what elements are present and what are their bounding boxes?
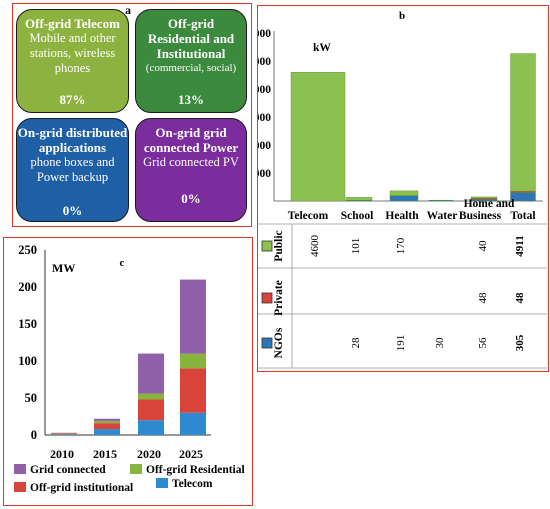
x-tick-label: 2010 — [50, 447, 74, 461]
bar-off-grid-institutional — [51, 433, 77, 435]
tile-off-grid-telecom: Off-grid Telecom Mobile and other statio… — [16, 9, 129, 113]
y-tick-label: 100 — [18, 354, 37, 368]
tile-percent: 0% — [181, 191, 201, 206]
bar-ngos — [428, 199, 454, 202]
tile-title: On-grid distributed applications — [17, 125, 128, 155]
tile-desc: phone boxes and Power backup — [30, 155, 115, 184]
legend-label: Off-grid Residential — [146, 464, 245, 476]
panel-label-c: c — [120, 257, 125, 269]
bar-private — [510, 190, 536, 193]
table-cell: 56 — [477, 337, 489, 349]
table-cell: 4600 — [309, 235, 321, 258]
y-tick-label: 250 — [18, 243, 37, 257]
y-tick-label: 6000 — [258, 28, 271, 40]
panel-label-b: b — [399, 10, 405, 22]
panel-label-a: a — [125, 3, 131, 17]
legend-swatch — [14, 482, 26, 492]
table-cell: 48 — [514, 292, 526, 304]
bar-off-grid-residential — [180, 353, 206, 369]
legend-label: Grid connected — [30, 464, 106, 476]
row-label: Public — [273, 230, 285, 261]
bar-public — [510, 53, 536, 192]
bar-off-grid-institutional — [138, 399, 164, 421]
bar-public — [345, 197, 373, 201]
bar-public — [389, 190, 419, 196]
bar-off-grid-residential — [94, 420, 120, 424]
legend-swatch-ngos — [261, 337, 273, 349]
category-label: Water — [427, 210, 458, 222]
x-tick-label: 2015 — [93, 447, 117, 461]
tile-title: Off-grid Telecom — [25, 16, 120, 31]
tile-desc: Mobile and other stations, wireless phon… — [29, 31, 116, 75]
bar-public — [290, 71, 346, 202]
table-cell: 170 — [395, 237, 407, 254]
table-cell: 101 — [350, 238, 362, 255]
category-label: School — [341, 210, 374, 222]
panel-b: b 1000 2000 3000 4000 5000 6000 kW Telecom School… — [257, 5, 549, 372]
category-label: Home and — [464, 198, 515, 210]
bar-grid-connected — [94, 418, 120, 421]
y-tick-label: 150 — [18, 317, 37, 331]
y-tick-label: 1000 — [258, 168, 271, 180]
tile-percent: 0% — [62, 203, 83, 218]
table-cell: 28 — [350, 337, 362, 349]
legend-swatch-private — [261, 292, 273, 304]
bar-telecom — [51, 434, 77, 435]
bar-telecom — [138, 420, 164, 435]
legend-label: Off-grid institutional — [30, 482, 133, 494]
legend-swatch — [14, 464, 26, 474]
bar-off-grid-institutional — [94, 423, 120, 430]
table-cell: 40 — [477, 240, 489, 252]
y-tick-label: 5000 — [258, 56, 271, 68]
category-label: Health — [385, 210, 419, 222]
panel-a: a Off-grid Telecom Mobile and other stat… — [12, 3, 252, 227]
category-label: Business — [459, 210, 502, 222]
tile-desc: (commercial, social) — [145, 62, 237, 74]
y-tick-label: 4000 — [258, 84, 271, 96]
x-tick-label: 2020 — [137, 447, 161, 461]
chart-b: b 1000 2000 3000 4000 5000 6000 kW Telecom School… — [258, 10, 547, 369]
unit-label: MW — [52, 261, 75, 275]
table-cell: 191 — [395, 335, 407, 352]
y-tick-label: 3000 — [258, 112, 271, 124]
legend-swatch — [130, 464, 142, 474]
panel-c: c 0 50 100 150 200 250 MW 2010 2015 2020 2025 Grid c… — [3, 237, 253, 506]
table-cell: 305 — [514, 334, 526, 351]
tile-title: On-grid grid connected Power — [143, 125, 239, 155]
legend-swatch-public — [261, 240, 273, 252]
tile-title: Off-grid Residential and Institutional — [147, 16, 235, 61]
y-tick-label: 2000 — [258, 140, 271, 152]
bar-public — [470, 196, 498, 199]
unit-label: kW — [313, 42, 331, 54]
row-label: Private — [273, 280, 285, 316]
legend-label: Telecom — [172, 478, 213, 490]
y-tick-label: 200 — [18, 280, 37, 294]
row-label: NGOs — [273, 327, 285, 358]
tile-on-grid-distributed: On-grid distributed applications phone b… — [16, 118, 129, 222]
bar-ngos — [389, 195, 419, 202]
bar-grid-connected — [180, 279, 206, 354]
tile-percent: 87% — [59, 92, 86, 107]
bar-telecom — [94, 429, 120, 435]
tile-percent: 13% — [178, 92, 204, 107]
tile-grid-connected-power: On-grid grid connected Power Grid connec… — [135, 118, 247, 222]
bar-grid-connected — [138, 353, 164, 394]
y-tick-label: 50 — [25, 391, 38, 405]
category-label: Total — [510, 210, 535, 222]
tile-desc: Grid connected PV — [143, 155, 239, 169]
bar-telecom — [180, 412, 206, 435]
bar-off-grid-institutional — [180, 368, 206, 413]
legend-swatch — [156, 478, 168, 488]
chart-c: c 0 50 100 150 200 250 MW 2010 2015 2020 2025 Grid c… — [14, 243, 245, 494]
x-tick-label: 2025 — [179, 447, 203, 461]
category-label: Telecom — [288, 210, 329, 222]
table-cell: 30 — [434, 337, 446, 349]
table-cell: 48 — [477, 292, 489, 304]
table-cell: 4911 — [514, 235, 526, 256]
y-tick-label: 0 — [31, 428, 37, 442]
tile-off-grid-residential: Off-grid Residential and Institutional (… — [135, 9, 247, 113]
bar-off-grid-residential — [138, 393, 164, 400]
